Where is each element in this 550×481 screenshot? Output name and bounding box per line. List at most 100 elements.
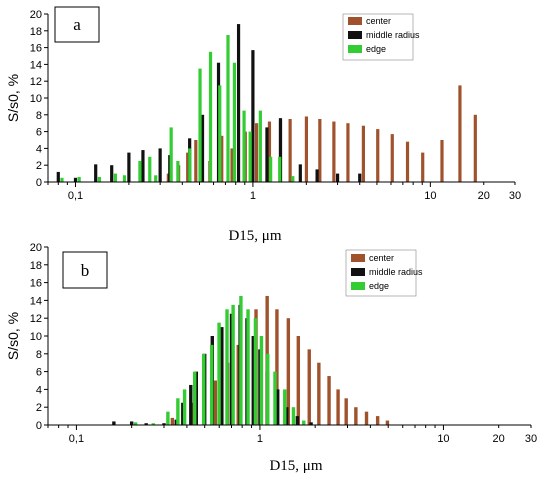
panel-a: 0 2 4 6 8 10 12 14 16 18 20 0,1 1 10 20 30 a center mi…: [5, 6, 521, 244]
panel-a-bar-center-23: [473, 114, 477, 182]
panel-a-bar-center-5: [220, 135, 224, 182]
panel-b-x-tick-label-20: 20: [493, 433, 505, 445]
panel-a-bar-middle-radius-12: [251, 50, 255, 183]
panel-a-bar-edge-20: [278, 156, 282, 182]
panel-a-bar-edge-13: [218, 85, 222, 182]
panel-b-y-tick-label-8: 8: [36, 349, 42, 361]
panel-b-bar-middle-radius-6: [189, 384, 193, 425]
panel-a-bar-center-8: [254, 123, 259, 182]
panel-b-bar-edge-10: [231, 304, 235, 425]
panel-a-bar-edge-1: [77, 176, 81, 182]
panel-b-y-tick-label-0: 0: [36, 420, 42, 432]
panel-b-bar-edge-14: [259, 336, 264, 425]
panel-b-x-tick-label-10: 10: [437, 433, 449, 445]
panel-b-bar-middle-radius-3: [162, 423, 166, 425]
panel-b-y-tick-label-2: 2: [36, 402, 42, 414]
legend-b-edge-label: edge: [369, 281, 389, 291]
panel-a-bar-center-3: [194, 140, 198, 182]
panel-a-bar-edge-8: [169, 127, 173, 182]
panel-a-bar-center-16: [361, 125, 365, 182]
panel-a-bar-middle-radius-6: [158, 148, 162, 182]
panel-b-y-tick-label-4: 4: [36, 384, 42, 396]
panel-b-bar-center-6: [236, 344, 240, 425]
panel-b-bar-middle-radius-5: [181, 402, 185, 425]
panel-b-bar-edge-6: [201, 353, 206, 425]
panel-b-bar-edge-2: [166, 411, 170, 425]
panel-b-bar-middle-radius-10: [220, 327, 224, 425]
panel-b-bar-edge-4: [182, 389, 187, 425]
panel-a-y-tick-label-8: 8: [36, 110, 42, 122]
panel-b-bar-center-0: [170, 417, 175, 425]
panel-b-bar-center-21: [385, 420, 390, 425]
panel-b-bar-middle-radius-17: [276, 389, 280, 425]
panel-b-bar-middle-radius-19: [295, 416, 300, 425]
panel-b-y-tick-label-6: 6: [36, 367, 42, 379]
panel-a-y-tick-label-0: 0: [36, 177, 42, 189]
panel-b-bar-middle-radius-18: [285, 407, 289, 425]
panel-a-bar-edge-3: [113, 173, 117, 182]
panel-a-x-tick-label-10: 10: [424, 190, 436, 202]
panel-a-x-tick-label-1: 1: [250, 190, 256, 202]
panel-a-y-tick-label-14: 14: [30, 59, 42, 71]
legend-a-middle-label: middle radius: [366, 30, 420, 40]
panel-b-x-tick-label-0,1: 0,1: [69, 433, 84, 445]
panel-a-y-tick-label-16: 16: [30, 43, 42, 55]
panel-b-bar-middle-radius-1: [129, 421, 134, 425]
legend-a-center-swatch: [348, 17, 362, 25]
panel-a-y-tick-label-10: 10: [30, 93, 42, 105]
panel-a-bar-center-6: [230, 148, 234, 182]
panel-b-y-ticks: 0 2 4 6 8 10 12 14 16 18 20: [30, 242, 48, 432]
panel-a-bar-edge-6: [148, 156, 152, 182]
panel-b-bar-center-11: [286, 318, 291, 425]
panel-a-y-ticks: 0 2 4 6 8 10 12 14 16 18 20: [30, 9, 48, 189]
panel-b-bar-edge-15: [266, 353, 270, 425]
panel-b-legend: center middle radius edge: [345, 249, 423, 297]
panel-a-bar-middle-radius-14: [278, 118, 283, 182]
panel-a-bar-center-20: [421, 152, 425, 182]
legend-b-middle-swatch: [351, 268, 365, 276]
panel-a-bar-middle-radius-18: [358, 173, 362, 182]
panel-a-y-tick-label-18: 18: [30, 26, 42, 38]
panel-a-x-tick-label-20: 20: [478, 190, 490, 202]
panel-a-bars: [56, 24, 477, 183]
panel-a-bar-edge-17: [248, 131, 252, 182]
panel-a-label-box: a: [54, 6, 100, 43]
panel-a-bar-center-19: [405, 141, 410, 182]
panel-a-bar-edge-2: [97, 176, 101, 182]
panel-a-bar-edge-7: [154, 175, 158, 182]
panel-b-bar-middle-radius-20: [309, 422, 313, 425]
legend-b-center-swatch: [351, 254, 365, 262]
panel-a-bar-edge-5: [138, 161, 142, 182]
panel-b-bars: [112, 295, 390, 425]
panel-b-bar-edge-16: [273, 371, 277, 425]
panel-a-y-tick-label-4: 4: [36, 143, 42, 155]
panel-a-letter: a: [73, 15, 81, 34]
panel-a-bar-center-22: [458, 85, 462, 182]
panel-b-x-tick-label-1: 1: [257, 433, 263, 445]
panel-a-bar-center-11: [288, 119, 292, 182]
panel-a-x-tick-label-30: 30: [509, 190, 521, 202]
panel-a-bar-edge-15: [232, 62, 237, 182]
panel-b-bar-center-13: [307, 349, 311, 425]
panel-b-bar-edge-1: [151, 423, 156, 425]
panel-b-bar-center-18: [354, 407, 358, 425]
panel-b-bar-center-15: [327, 376, 331, 425]
panel-b-bar-center-19: [364, 411, 369, 425]
panel-a-bar-center-14: [332, 121, 336, 182]
panel-b: 0 2 4 6 8 10 12 14 16 18 20 0,1 1 10 20 30 b center mi…: [5, 242, 537, 474]
panel-a-x-ticks: 0,1 1 10 20 30: [47, 182, 521, 202]
panel-a-bar-center-17: [376, 129, 380, 182]
panel-a-bar-middle-radius-9: [200, 114, 205, 182]
panel-a-bar-edge-14: [226, 35, 230, 182]
legend-a-middle-swatch: [348, 31, 362, 39]
panel-a-bar-middle-radius-5: [141, 150, 145, 182]
panel-a-y-tick-label-20: 20: [30, 9, 42, 21]
legend-a-edge-label: edge: [366, 44, 386, 54]
panel-a-bar-middle-radius-1: [73, 177, 78, 182]
panel-a-bar-center-13: [318, 119, 322, 182]
panel-b-letter: b: [81, 261, 90, 280]
panel-a-x-tick-label-0,1: 0,1: [68, 190, 83, 202]
legend-a-center-label: center: [366, 16, 391, 26]
panel-b-bar-edge-3: [176, 398, 180, 425]
panel-b-bar-center-16: [336, 389, 340, 425]
